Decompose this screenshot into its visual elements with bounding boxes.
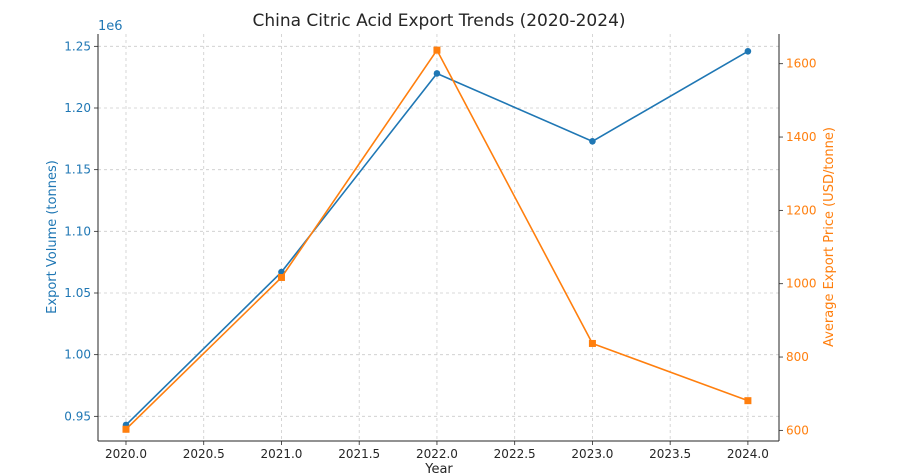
price-data-point <box>122 425 130 433</box>
right-tick-label: 1600 <box>786 57 817 71</box>
x-tick-label: 2023.0 <box>571 447 613 461</box>
x-tick-label: 2024.0 <box>727 447 769 461</box>
left-tick-label: 0.95 <box>64 409 91 423</box>
right-tick-label: 800 <box>786 350 809 364</box>
left-tick-label: 1.05 <box>64 286 91 300</box>
right-tick-label: 1000 <box>786 277 817 291</box>
left-tick-label: 1.10 <box>64 224 91 238</box>
chart-title: China Citric Acid Export Trends (2020-20… <box>252 11 625 31</box>
left-axis-label: Export Volume (tonnes) <box>45 160 60 314</box>
axes: 2020.0 2020.5 2021.0 2021.5 2022.0 2022.5 2023… <box>64 34 817 461</box>
x-tick-label: 2020.0 <box>105 447 147 461</box>
left-tick-label: 1.25 <box>64 39 91 53</box>
price-data-point <box>588 339 596 347</box>
x-tick-label: 2021.0 <box>260 447 302 461</box>
x-tick-label: 2023.5 <box>649 447 691 461</box>
right-axis-label: Average Export Price (USD/tonne) <box>822 127 837 347</box>
right-tick-label: 1200 <box>786 203 817 217</box>
right-tick-label: 1400 <box>786 130 817 144</box>
x-tick-label: 2022.5 <box>494 447 536 461</box>
volume-data-point <box>589 138 596 145</box>
x-axis-label: Year <box>424 462 453 474</box>
right-tick-label: 600 <box>786 423 809 437</box>
series-layer <box>122 46 752 433</box>
x-tick-label: 2020.5 <box>183 447 225 461</box>
price-data-point <box>744 397 752 405</box>
price-data-point <box>277 273 285 281</box>
left-tick-label: 1.00 <box>64 348 91 362</box>
x-tick-label: 2021.5 <box>338 447 380 461</box>
price-data-point <box>433 46 441 54</box>
left-tick-label: 1.20 <box>64 101 91 115</box>
grid <box>98 34 779 441</box>
x-tick-label: 2022.0 <box>416 447 458 461</box>
left-axis-offset-label: 1e6 <box>98 19 123 34</box>
left-tick-label: 1.15 <box>64 163 91 177</box>
volume-data-point <box>744 47 752 55</box>
volume-data-point <box>433 70 441 77</box>
